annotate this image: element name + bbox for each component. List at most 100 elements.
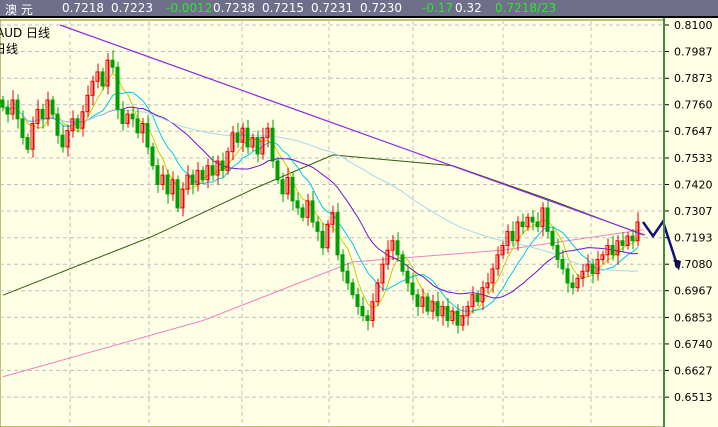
candle-body <box>240 127 245 143</box>
candle <box>100 67 105 91</box>
candle <box>315 216 320 242</box>
candle-body <box>420 296 425 307</box>
candle <box>300 203 305 222</box>
candle <box>110 50 115 73</box>
candle <box>630 229 635 250</box>
candle <box>150 142 155 170</box>
candle-body <box>505 230 510 246</box>
candle-body <box>415 294 420 307</box>
candle-body <box>125 113 130 124</box>
candle-body <box>470 294 475 307</box>
candle <box>515 216 520 251</box>
candle <box>575 274 580 292</box>
candlestick-chart[interactable]: 0.8100 0.7987 0.7873 0.7760 0.7647 0.7533 0.74… <box>0 18 718 427</box>
candle <box>45 91 50 126</box>
y-tick-label: 0.7080 <box>674 258 713 271</box>
candle-body <box>370 301 375 321</box>
candle <box>595 251 600 281</box>
quote-low: 0.7231 <box>311 1 353 15</box>
candle <box>55 107 60 144</box>
candle <box>270 119 275 169</box>
y-tick-label: 0.7873 <box>674 72 713 85</box>
candle <box>175 175 180 213</box>
candle-body <box>595 259 600 275</box>
candle-body <box>95 71 100 82</box>
candle-body <box>460 315 465 326</box>
ma60-line <box>2 106 639 272</box>
candle-body <box>90 80 95 96</box>
candle-body <box>280 179 285 195</box>
overlays <box>59 24 681 271</box>
candle <box>580 264 585 287</box>
quote-value: 0.7223 <box>111 1 153 15</box>
candles <box>0 50 640 334</box>
projection-line <box>641 218 680 269</box>
candle <box>95 63 100 89</box>
candle-body <box>475 294 480 303</box>
candle <box>15 94 20 129</box>
candle <box>60 125 65 153</box>
candle <box>495 246 500 276</box>
candle-body <box>175 179 180 209</box>
candle <box>25 133 30 154</box>
candle <box>250 133 255 152</box>
candle-body <box>525 216 530 228</box>
candle-body <box>155 165 160 185</box>
candle <box>475 290 480 306</box>
candle <box>405 264 410 292</box>
candle-body <box>140 122 145 134</box>
candle <box>180 182 185 217</box>
candle <box>190 169 195 195</box>
candle <box>120 100 125 131</box>
candle-body <box>10 99 15 115</box>
candle <box>460 305 465 331</box>
candle-body <box>345 270 350 284</box>
candle <box>70 110 75 138</box>
candle <box>600 250 605 264</box>
candle-body <box>45 99 50 120</box>
candle-body <box>585 263 590 272</box>
candle <box>350 278 355 299</box>
candle-body <box>215 160 220 176</box>
candle-body <box>490 268 495 284</box>
candle-body <box>510 230 515 242</box>
candle-body <box>440 305 445 317</box>
candle-body <box>530 216 535 223</box>
candle-body <box>180 188 185 209</box>
candle <box>550 227 555 250</box>
candle <box>400 250 405 276</box>
candle-body <box>560 259 565 270</box>
y-tick-label: 0.6853 <box>674 311 713 324</box>
candle-body <box>395 240 400 256</box>
candle <box>590 258 595 284</box>
candle-body <box>400 254 405 272</box>
candle-body <box>355 294 360 307</box>
candle <box>530 210 535 231</box>
candle <box>80 104 85 137</box>
candle-body <box>380 263 385 284</box>
candle-body <box>630 235 635 242</box>
candle-body <box>170 179 175 195</box>
candle <box>610 235 615 261</box>
candle-body <box>325 223 330 249</box>
candle-body <box>25 137 30 150</box>
candle <box>455 304 460 334</box>
candle-body <box>385 249 390 265</box>
candle-body <box>335 212 340 256</box>
candle-body <box>405 270 410 284</box>
candle <box>540 202 545 237</box>
candle <box>125 109 130 128</box>
candle-body <box>55 113 60 136</box>
candle-body <box>435 301 440 317</box>
candle <box>435 291 440 322</box>
candle-body <box>305 200 310 218</box>
candle <box>225 147 230 175</box>
candle-body <box>465 305 470 317</box>
candle-body <box>190 174 195 185</box>
candle-body <box>450 310 455 321</box>
candle <box>510 221 515 247</box>
candle <box>620 232 625 253</box>
candle-body <box>195 169 200 185</box>
candle <box>485 273 490 294</box>
candle-body <box>105 59 110 87</box>
